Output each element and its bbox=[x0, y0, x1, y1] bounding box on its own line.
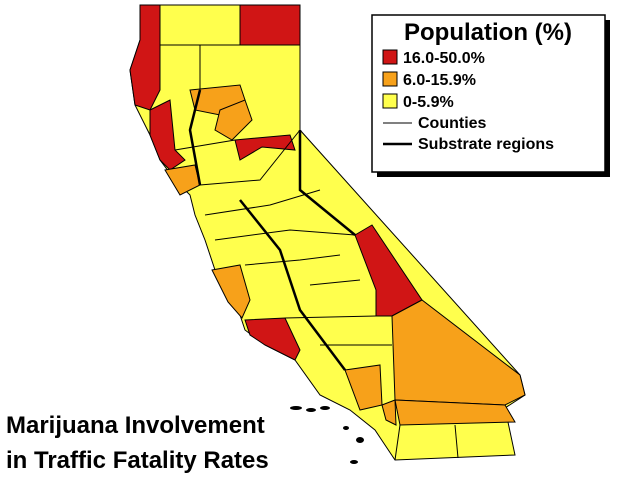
county bbox=[214, 99, 253, 141]
county bbox=[394, 399, 516, 426]
legend-title: Population (%) bbox=[404, 19, 572, 46]
legend-box bbox=[371, 14, 606, 173]
islands bbox=[290, 406, 364, 464]
map-title: in Traffic Fatality Rates bbox=[6, 447, 269, 474]
legend-swatch bbox=[382, 49, 398, 65]
legend-line-label: Substrate regions bbox=[418, 136, 554, 153]
county bbox=[239, 4, 301, 46]
county bbox=[211, 264, 251, 319]
county bbox=[381, 399, 397, 426]
legend-line-label: Counties bbox=[418, 115, 487, 132]
county-lines bbox=[160, 44, 459, 461]
substrate-lines bbox=[188, 89, 356, 371]
county bbox=[129, 4, 161, 111]
legend-swatch bbox=[382, 93, 398, 109]
legend-items: 16.0-50.0% 6.0-15.9% 0-5.9% bbox=[382, 49, 485, 111]
legend-swatch bbox=[382, 71, 398, 87]
map-title: Marijuana Involvement bbox=[6, 412, 265, 439]
legend-label: 6.0-15.9% bbox=[403, 72, 476, 89]
legend-label: 0-5.9% bbox=[403, 94, 454, 111]
county bbox=[149, 99, 186, 171]
county bbox=[234, 134, 296, 161]
legend-label: 16.0-50.0% bbox=[403, 50, 485, 67]
